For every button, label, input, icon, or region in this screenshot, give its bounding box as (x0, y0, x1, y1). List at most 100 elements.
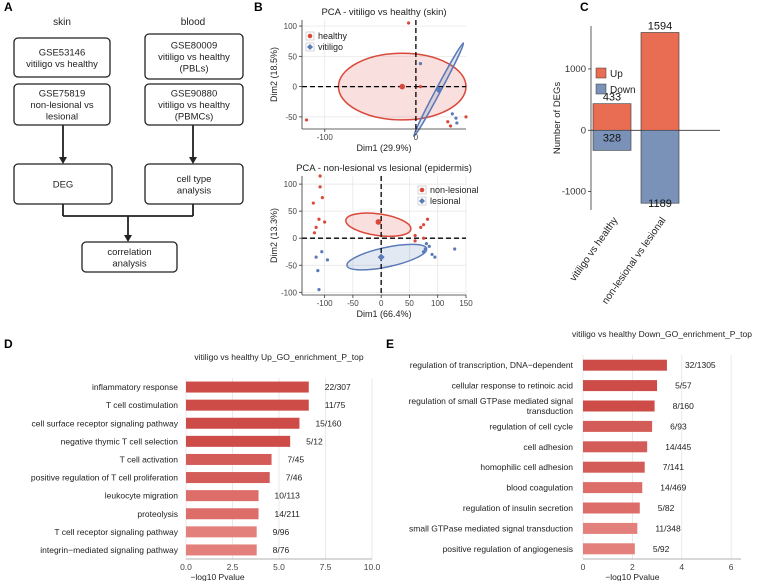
degs-y-tick-label: 1000 (565, 64, 586, 75)
go-up-category-label: cell surface receptor signaling pathway (32, 418, 179, 428)
gse75819-text: GSE75819 (39, 89, 85, 100)
degs-legend-key-up (595, 67, 607, 79)
go-up-category-label: negative thymic T cell selection (61, 436, 179, 446)
go-down-count-label: 6/93 (670, 421, 687, 431)
pca-epidermis-x-tick-label: 0 (379, 299, 384, 308)
degs-category-label: vitiligo vs healthy (568, 215, 620, 283)
degs-bar-down (640, 129, 680, 204)
go-up-xlabel: −log10 Pvalue (190, 572, 244, 581)
go-up-x-tick-label: 0.0 (180, 562, 192, 572)
go-up-category-label: positive regulation of T cell proliferat… (31, 473, 178, 483)
pca-epidermis-point (433, 255, 437, 259)
degs-legend-label: Down (610, 85, 636, 96)
pca-epidermis-point (312, 231, 317, 235)
go-up-count-label: 9/96 (273, 527, 290, 537)
pca-epidermis-legend-label: non-lesional (430, 185, 479, 195)
go-down-x-tick-label: 0 (581, 562, 586, 572)
pca-skin-centroid (435, 86, 443, 94)
go-down-bar (583, 502, 640, 514)
correlation-text: correlation (107, 247, 151, 258)
pca-epidermis-point (413, 233, 417, 238)
degs-legend-label: Up (610, 69, 623, 80)
go-down-bar (583, 380, 658, 392)
go-up-count-label: 7/45 (288, 454, 305, 464)
go-down-category-label: homophilic cell adhesion (480, 462, 573, 472)
go-up-category-label: T cell receptor signaling pathway (54, 527, 178, 537)
pca-skin-point (446, 120, 450, 124)
pca-epidermis-point (419, 225, 423, 229)
go-up-count-label: 7/46 (286, 473, 303, 483)
go-down-x-tick-label: 6 (729, 562, 734, 572)
pca-epidermis-x-tick-label: -50 (347, 299, 359, 308)
go-up-category-label: proteolysis (137, 509, 178, 519)
pca-epidermis-x-tick-label: 100 (431, 299, 445, 308)
go-up-x-tick-label: 7.5 (320, 562, 332, 572)
pca-skin-point (454, 116, 458, 120)
pca-epidermis-point (318, 185, 322, 189)
pca-epidermis-point (425, 217, 430, 221)
pca-epidermis-point (320, 250, 324, 254)
go-down-bar (583, 522, 638, 534)
arrow-head-icon (59, 157, 67, 164)
pca-epidermis-point (323, 220, 327, 224)
go-up-bar (186, 399, 309, 411)
degs-y-tick-label: 0 (581, 125, 586, 136)
go-down-bar (583, 543, 635, 555)
pca-epidermis-y-tick-label: 0 (293, 234, 298, 243)
pca-epidermis-y-tick-label: 100 (284, 180, 298, 189)
pca-skin-title: PCA - vitiligo vs healthy (skin) (321, 7, 446, 18)
correlation-text: analysis (112, 258, 147, 269)
pca-skin-x-tick-label: -100 (317, 133, 334, 142)
go-up-category-label: integrin−mediated signaling pathway (40, 545, 178, 555)
degs-bar-up (592, 103, 632, 131)
pca-epidermis-x-tick-label: 50 (405, 299, 414, 308)
go-down-count-label: 7/141 (663, 462, 685, 472)
pca-epidermis-point (317, 217, 321, 221)
go-down-bar (583, 461, 645, 473)
pca-epidermis-point (314, 255, 318, 259)
go-down-count-label: 14/445 (665, 442, 691, 452)
go-down-count-label: 8/160 (673, 401, 695, 411)
pca-epidermis-legend-marker (419, 198, 425, 204)
degs-label-down: 1189 (648, 198, 672, 210)
pca-skin-centroid (399, 83, 406, 90)
go-down-title: vitiligo vs healthy Down_GO_enrichment_P… (572, 329, 752, 339)
degs-bar-down (592, 129, 632, 151)
pca-epidermis-y-tick-label: -50 (285, 261, 297, 270)
gse80009-box (144, 33, 244, 80)
pca-epidermis-point (325, 258, 330, 262)
pca-epidermis-ellipse-lesional (346, 243, 428, 271)
pca-epidermis-point (423, 247, 427, 251)
go-up-count-label: 15/160 (315, 418, 341, 428)
gse80009-text: GSE80009 (171, 41, 217, 52)
pca-skin-legend-marker (307, 33, 313, 39)
panel-letter-a: A (4, 0, 13, 14)
pca-epidermis-ylabel: Dim2 (13.3%) (269, 208, 279, 263)
degs-bar-up (640, 32, 680, 131)
go-down-category-label: blood coagulation (506, 483, 573, 493)
celltype-text: analysis (177, 185, 212, 196)
gse80009-text: (PBLs) (179, 64, 208, 75)
go-up-count-label: 8/76 (273, 545, 290, 555)
degs-label-up: 433 (603, 92, 621, 104)
panel-letter-e: E (386, 337, 394, 351)
gse75819-text: non-lesional vs (30, 100, 94, 111)
go-down-category-label: positive regulation of angiogenesis (443, 544, 573, 554)
go-down-category-label: regulation of small GTPase mediated sign… (409, 396, 574, 406)
pca-skin-legend-marker (307, 44, 313, 50)
pca-epidermis-point (314, 225, 318, 229)
panel-letter-c: C (580, 0, 589, 14)
pca-epidermis-point (430, 252, 434, 257)
pca-skin-ylabel: Dim2 (18.5%) (269, 47, 279, 102)
pca-skin-point (407, 21, 411, 25)
go-up-category-label: inflammatory response (92, 382, 178, 392)
go-down-category-label: transduction (527, 406, 574, 416)
degs-legend-key-down (595, 83, 607, 95)
go-down-count-label: 5/82 (658, 503, 675, 513)
panel-letter-b: B (254, 0, 263, 14)
go-down-category-label: regulation of cell cycle (489, 421, 573, 431)
go-up-count-label: 14/211 (275, 509, 301, 519)
pca-skin-point (304, 118, 309, 122)
go-up-bar (186, 508, 259, 520)
go-up-bar (186, 526, 257, 538)
